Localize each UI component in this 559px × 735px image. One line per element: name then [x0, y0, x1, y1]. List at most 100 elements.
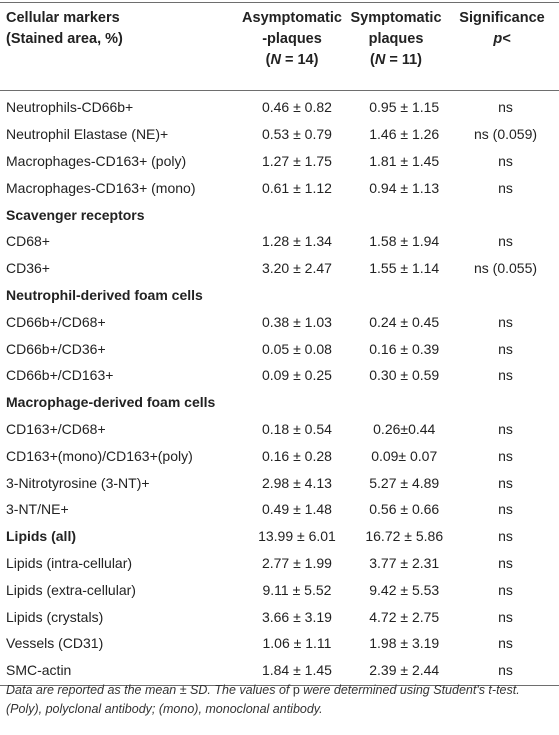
table-header: Cellular markers (Stained area, %) Asymp… [0, 0, 559, 88]
significance-value: ns [498, 528, 513, 545]
symptomatic-value [356, 282, 452, 309]
significance-value: ns [498, 233, 513, 250]
symptomatic-value: 0.09± 0.07 [371, 447, 438, 464]
asymptomatic-value: 2.98 ± 4.13 [261, 474, 332, 491]
symptomatic-value: 2.39 ± 2.44 [369, 662, 440, 679]
symptomatic-value: 0.30 ± 0.59 [369, 367, 440, 384]
asymptomatic-value: 0.46 ± 0.82 [261, 99, 332, 116]
asymptomatic-value: 0.18 ± 0.54 [261, 420, 332, 437]
header-rule [0, 90, 559, 91]
symptomatic-value: 5.27 ± 4.89 [369, 474, 440, 491]
asymptomatic-value [237, 282, 356, 309]
row-label: CD66b+/CD68+ [6, 313, 106, 330]
significance-value: ns [498, 152, 513, 169]
symptomatic-value: 1.81 ± 1.45 [369, 152, 440, 169]
significance-value: ns [498, 313, 513, 330]
asymptomatic-value: 0.49 ± 1.48 [261, 501, 332, 518]
row-label: Lipids (intra-cellular) [6, 554, 133, 571]
row-label: Neutrophil Elastase (NE)+ [6, 126, 169, 143]
significance-value: ns [498, 179, 513, 196]
row-label: Macrophages-CD163+ (mono) [6, 179, 196, 196]
asymptomatic-value: 13.99 ± 6.01 [258, 528, 336, 545]
table-row: Macrophages-CD163+ (poly) 1.27 ± 1.75 1.81… [0, 148, 559, 175]
symptomatic-value: 1.46 ± 1.26 [369, 126, 440, 143]
table-row: CD66b+/CD163+ 0.09 ± 0.25 0.30 ± 0.59 ns [0, 362, 559, 389]
significance-value: ns [498, 447, 513, 464]
table-row: Lipids (extra-cellular) 9.11 ± 5.52 9.42 ±… [0, 576, 559, 603]
header-significance: Significance p< [459, 10, 545, 47]
significance-value [452, 282, 559, 309]
significance-value: ns [498, 554, 513, 571]
asymptomatic-value: 9.11 ± 5.52 [262, 581, 332, 598]
asymptomatic-value: 1.06 ± 1.11 [262, 635, 332, 652]
section-row: Lipids (all) 13.99 ± 6.01 16.72 ± 5.86 ns [0, 523, 559, 550]
significance-value: ns [498, 635, 513, 652]
row-label: 3-Nitrotyrosine (3-NT)+ [6, 474, 150, 491]
table-row: CD163+/CD68+ 0.18 ± 0.54 0.26±0.44 ns [0, 416, 559, 443]
symptomatic-value: 4.72 ± 2.75 [369, 608, 440, 625]
table-row: 3-Nitrotyrosine (3-NT)+ 2.98 ± 4.13 5.27 ±… [0, 469, 559, 496]
significance-value: ns [498, 420, 513, 437]
significance-value: ns [498, 608, 513, 625]
section-row: Macrophage-derived foam cells [0, 389, 559, 416]
table-footnote: Data are reported as the mean ± SD. The … [6, 683, 520, 716]
asymptomatic-value: 1.27 ± 1.75 [261, 152, 332, 169]
asymptomatic-value: 3.66 ± 3.19 [261, 608, 332, 625]
significance-value: ns (0.059) [473, 126, 538, 143]
symptomatic-value: 3.77 ± 2.31 [369, 554, 440, 571]
table-row: 3-NT/NE+ 0.49 ± 1.48 0.56 ± 0.66 ns [0, 496, 559, 523]
significance-value: ns [498, 367, 513, 384]
asymptomatic-value: 2.77 ± 1.99 [261, 554, 332, 571]
header-cellular-markers: Cellular markers (Stained area, %) [6, 10, 123, 47]
row-label: CD66b+/CD36+ [6, 340, 106, 357]
asymptomatic-value: 0.38 ± 1.03 [261, 313, 332, 330]
row-label: CD163+/CD68+ [6, 420, 106, 437]
row-label: SMC-actin [6, 662, 72, 679]
table-row: CD68+ 1.28 ± 1.34 1.58 ± 1.94 ns [0, 228, 559, 255]
row-label: Macrophages-CD163+ (poly) [6, 152, 187, 169]
symptomatic-value: 0.26±0.44 [373, 420, 436, 437]
row-label: Neutrophils-CD66b+ [6, 99, 134, 116]
asymptomatic-value [237, 389, 356, 416]
asymptomatic-value [237, 201, 356, 228]
top-rule [0, 2, 559, 3]
asymptomatic-value: 0.05 ± 0.08 [261, 340, 332, 357]
bottom-rule [0, 685, 559, 686]
significance-value: ns [498, 662, 513, 679]
table-row: Vessels (CD31) 1.06 ± 1.11 1.98 ± 3.19 ns [0, 630, 559, 657]
symptomatic-value [356, 201, 452, 228]
symptomatic-value: 1.55 ± 1.14 [369, 260, 440, 277]
table-body: Neutrophils-CD66b+ 0.46 ± 0.82 0.95 ± 1.15… [0, 94, 559, 684]
symptomatic-value: 0.16 ± 0.39 [369, 340, 440, 357]
asymptomatic-value: 0.61 ± 1.12 [261, 179, 332, 196]
symptomatic-value: 9.42 ± 5.53 [369, 581, 440, 598]
section-row: Neutrophil-derived foam cells [0, 282, 559, 309]
significance-value: ns [498, 474, 513, 491]
asymptomatic-value: 1.28 ± 1.34 [261, 233, 332, 250]
asymptomatic-value: 0.09 ± 0.25 [261, 367, 332, 384]
table-row: Macrophages-CD163+ (mono) 0.61 ± 1.12 0.94… [0, 174, 559, 201]
symptomatic-value: 0.94 ± 1.13 [369, 179, 440, 196]
asymptomatic-value: 3.20 ± 2.47 [261, 260, 332, 277]
table-row: Neutrophil Elastase (NE)+ 0.53 ± 0.79 1.46… [0, 121, 559, 148]
row-label: CD66b+/CD163+ [6, 367, 114, 384]
symptomatic-value [356, 389, 452, 416]
section-row: Scavenger receptors [0, 201, 559, 228]
row-label: Macrophage-derived foam cells [6, 394, 216, 411]
table-row: SMC-actin 1.84 ± 1.45 2.39 ± 2.44 ns [0, 657, 559, 684]
symptomatic-value: 0.24 ± 0.45 [369, 313, 440, 330]
significance-value: ns [498, 340, 513, 357]
symptomatic-value: 16.72 ± 5.86 [365, 528, 444, 545]
significance-value: ns [498, 501, 513, 518]
asymptomatic-value: 0.53 ± 0.79 [261, 126, 332, 143]
significance-value [452, 389, 559, 416]
data-table: Neutrophils-CD66b+ 0.46 ± 0.82 0.95 ± 1.15… [0, 94, 559, 684]
row-label: Neutrophil-derived foam cells [6, 286, 203, 303]
table-row: CD66b+/CD68+ 0.38 ± 1.03 0.24 ± 0.45 ns [0, 308, 559, 335]
significance-value: ns [498, 99, 513, 116]
asymptomatic-value: 1.84 ± 1.45 [261, 662, 332, 679]
asymptomatic-value: 0.16 ± 0.28 [261, 447, 332, 464]
row-label: 3-NT/NE+ [6, 501, 69, 518]
row-label: Vessels (CD31) [6, 635, 104, 652]
